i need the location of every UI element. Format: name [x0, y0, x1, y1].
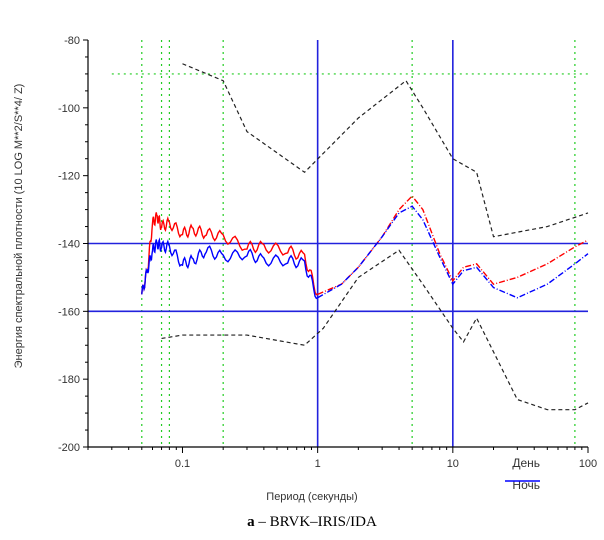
y-tick-label: -100	[58, 103, 80, 115]
chart-grid	[111, 40, 588, 447]
series-line-solid	[141, 237, 318, 300]
chart-series	[141, 63, 589, 411]
x-tick-label: 10	[447, 458, 459, 470]
chart-legend: День Ночь	[505, 456, 540, 492]
x-tick-label: 0.1	[175, 458, 190, 470]
x-axis-label: Период (секунды)	[266, 491, 357, 503]
legend-label: Ночь	[512, 478, 540, 492]
reference-lines	[88, 40, 588, 447]
series-line-model	[182, 63, 589, 238]
legend-label: День	[512, 456, 540, 470]
chart-caption: a – BRVK–IRIS/IDA	[247, 514, 377, 530]
y-tick-label: -80	[64, 35, 80, 47]
chart-ticks: -80 -100 -120 -140 -160 -180 -200 0.1 1 10 100	[58, 35, 597, 470]
y-tick-label: -120	[58, 171, 80, 183]
series-line-model	[161, 249, 589, 411]
x-tick-label: 1	[315, 458, 321, 470]
series-line-solid	[141, 212, 318, 296]
series-line-dashdot	[317, 205, 589, 299]
y-tick-label: -140	[58, 239, 80, 251]
x-tick-label: 100	[579, 458, 597, 470]
y-tick-label: -180	[58, 374, 80, 386]
caption-letter: a	[247, 514, 255, 530]
y-tick-label: -200	[58, 442, 80, 454]
y-axis-label: Энергия спектральной плотности (10 LOG M…	[13, 84, 25, 369]
y-tick-label: -160	[58, 306, 80, 318]
caption-text: – BRVK–IRIS/IDA	[255, 514, 377, 530]
